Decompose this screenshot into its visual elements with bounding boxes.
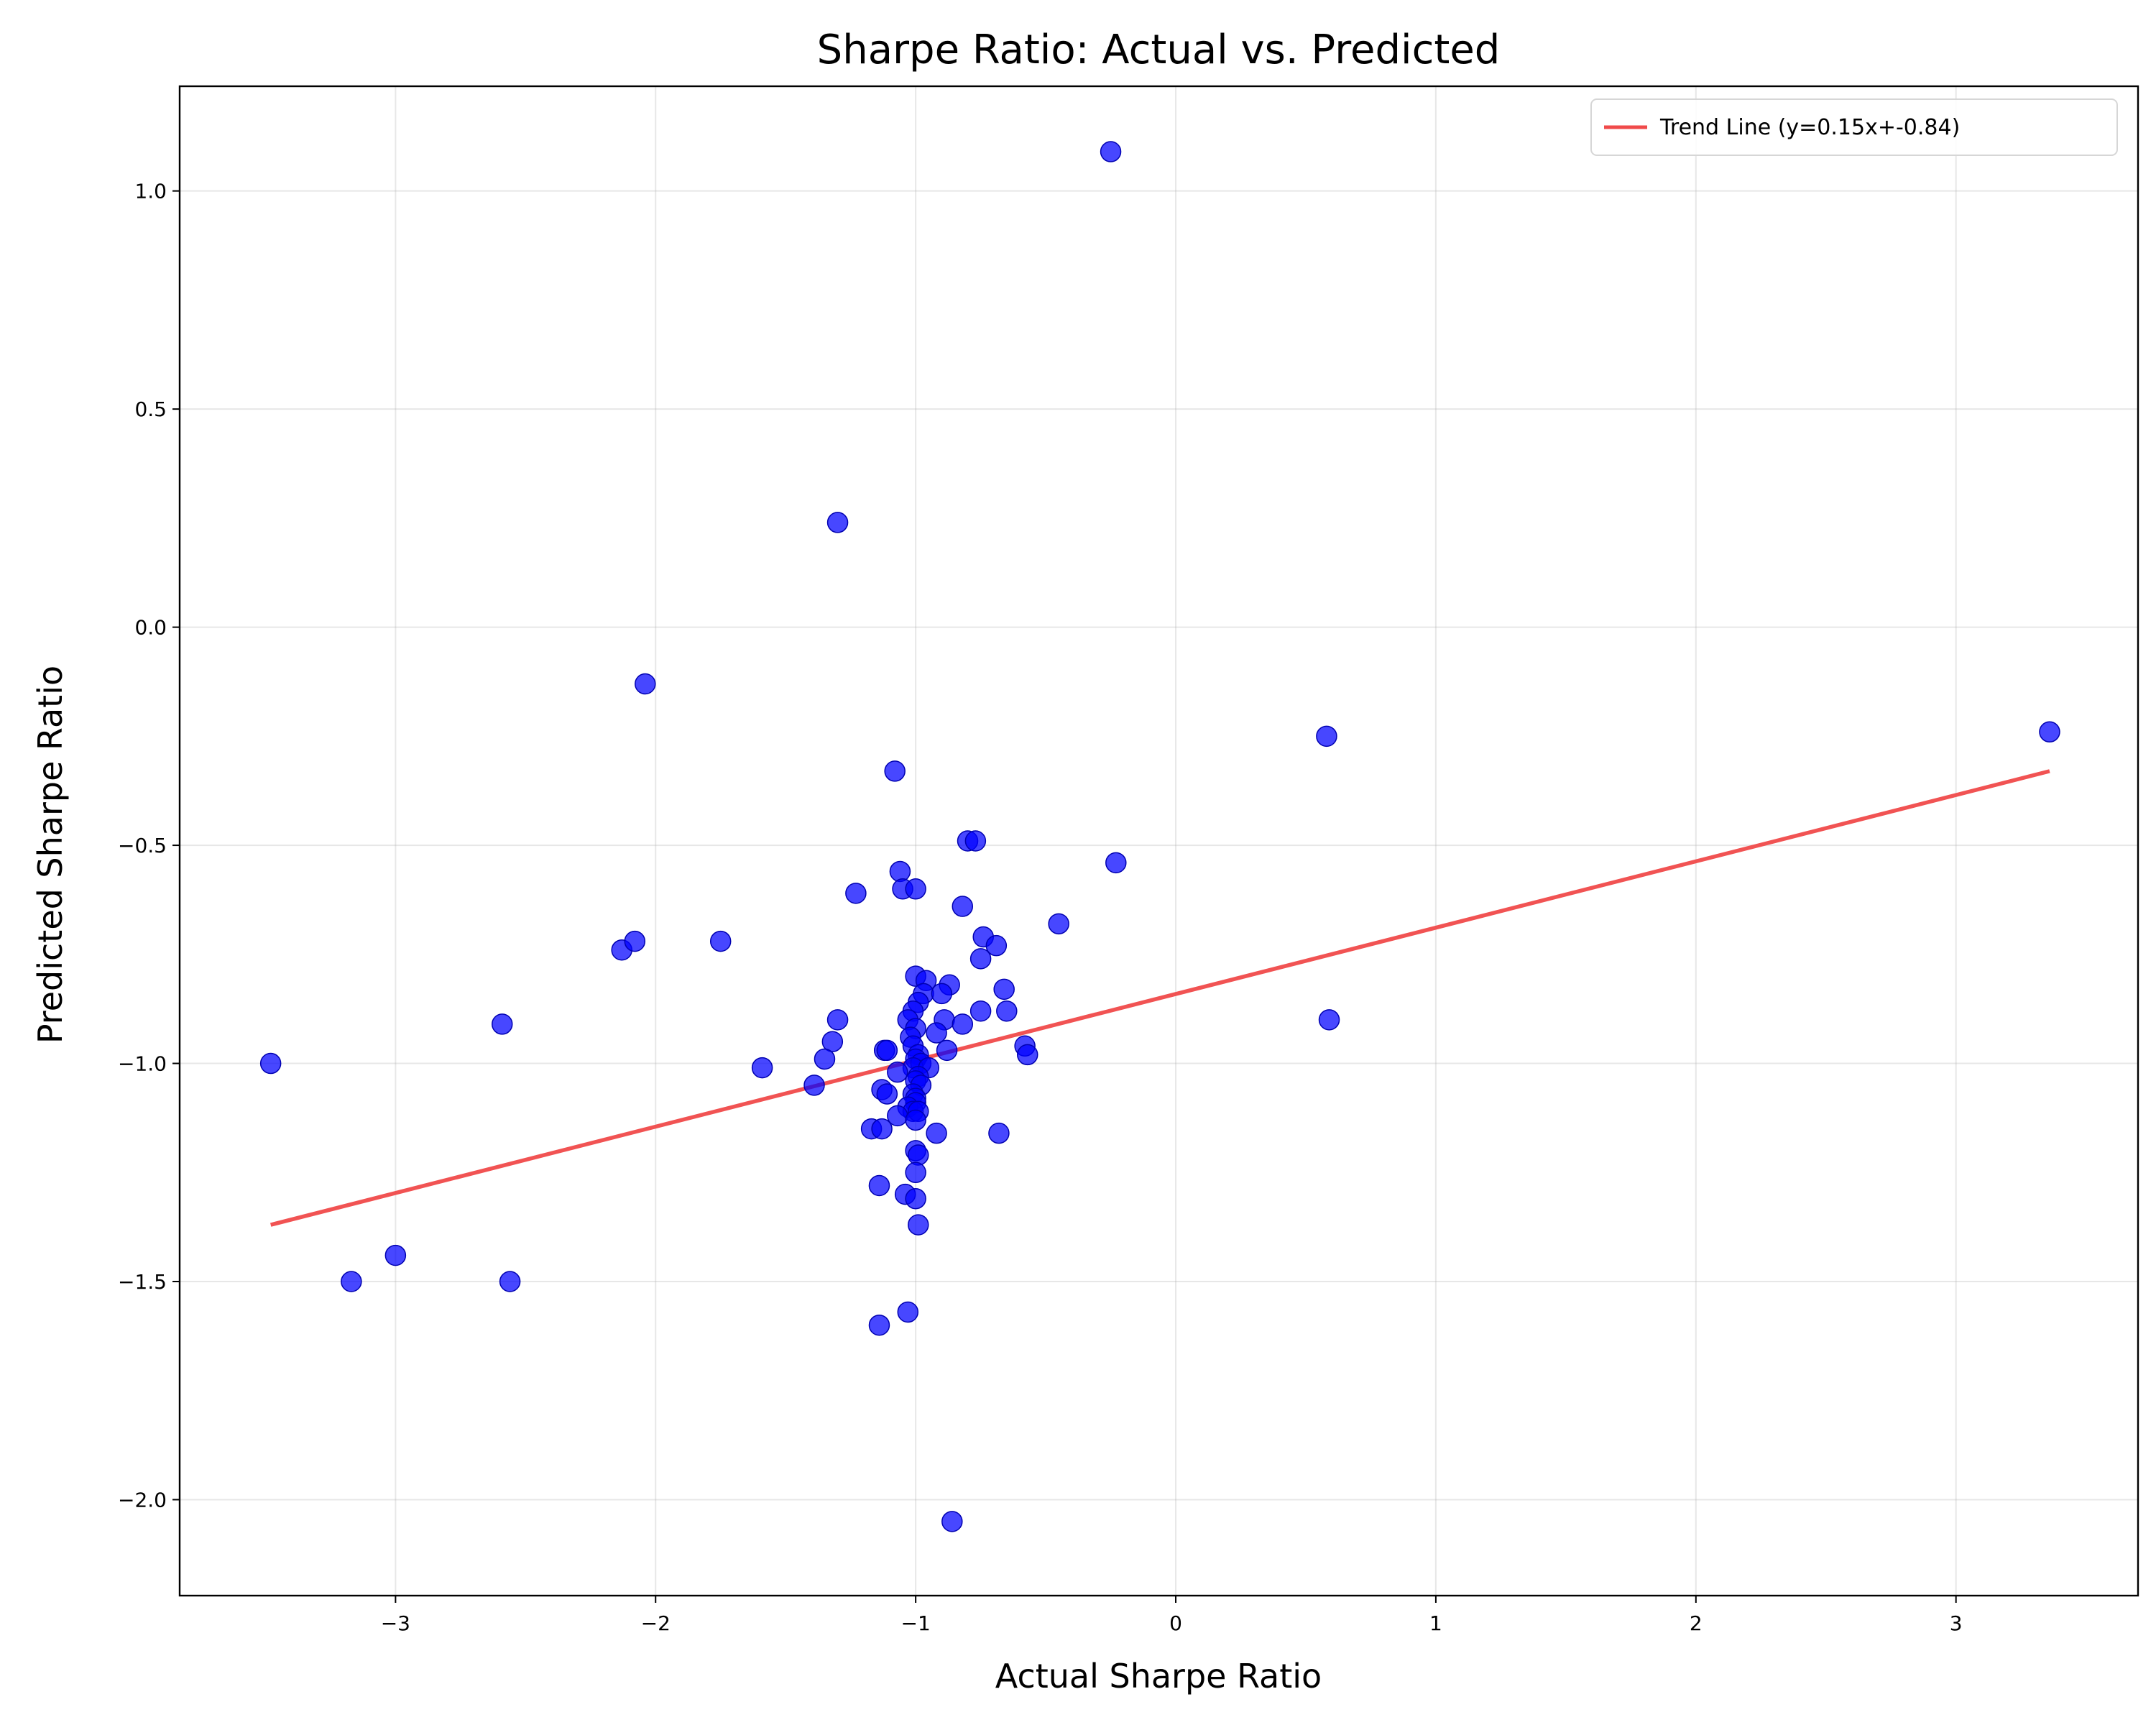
trend-line (270, 769, 2050, 1227)
y-tick-label: 1.0 (134, 180, 167, 203)
x-tick-label: 0 (1169, 1611, 1182, 1635)
data-point (905, 878, 926, 900)
y-axis-ticks: −2.0 −1.5 −1.0 −0.5 0.0 0.5 1.0 (118, 180, 180, 1512)
data-point (259, 1052, 282, 1075)
x-tick-label: 2 (1690, 1611, 1703, 1635)
data-point (897, 1301, 919, 1323)
data-point (1048, 913, 1069, 935)
x-tick-label: 3 (1950, 1611, 1963, 1635)
data-point (871, 1118, 893, 1140)
y-tick-label: 0.0 (134, 616, 167, 640)
data-point (936, 1039, 958, 1062)
legend-box (1590, 98, 2118, 156)
x-tick-label: −2 (641, 1611, 671, 1635)
y-tick-label: 0.5 (134, 397, 167, 421)
data-point (826, 1009, 849, 1031)
data-point (1100, 141, 1122, 162)
x-tick-label: −3 (381, 1611, 410, 1635)
grid-lines (180, 86, 2138, 1596)
data-point (709, 930, 732, 952)
data-point (887, 1061, 908, 1083)
data-point (988, 1122, 1010, 1144)
data-point (889, 860, 911, 883)
data-point (826, 512, 849, 533)
data-point (624, 930, 646, 952)
data-point (905, 1162, 926, 1184)
data-point (1016, 1044, 1038, 1066)
data-point (969, 948, 992, 970)
data-point (1316, 725, 1337, 748)
data-point (905, 1187, 926, 1210)
data-point (876, 1039, 898, 1062)
data-point (845, 883, 867, 904)
data-point (635, 673, 656, 695)
data-point (964, 830, 987, 852)
y-tick-label: −1.5 (118, 1270, 167, 1294)
data-point (926, 1122, 947, 1144)
data-point (908, 1144, 929, 1166)
chart-title: Sharpe Ratio: Actual vs. Predicted (817, 27, 1501, 73)
data-point (952, 1013, 974, 1035)
scatter-points (259, 141, 2060, 1532)
data-point (868, 1174, 890, 1197)
x-tick-label: −1 (900, 1611, 930, 1635)
data-point (985, 934, 1008, 957)
data-point (931, 983, 953, 1005)
y-tick-label: −0.5 (118, 834, 167, 857)
data-point (908, 1214, 929, 1236)
data-point (491, 1013, 513, 1035)
legend-trend-label: Trend Line (y=0.15x+-0.84) (1659, 115, 1960, 140)
data-point (821, 1031, 844, 1052)
data-point (341, 1271, 362, 1292)
data-point (993, 978, 1015, 1000)
data-point (2039, 721, 2060, 743)
data-point (803, 1075, 825, 1096)
data-point (969, 1000, 992, 1022)
data-point (751, 1057, 773, 1079)
y-tick-label: −2.0 (118, 1488, 167, 1512)
y-axis-label: Predicted Sharpe Ratio (31, 666, 70, 1044)
trend-line-group (270, 769, 2050, 1227)
data-point (1318, 1009, 1340, 1031)
data-point (384, 1244, 407, 1266)
data-point (499, 1271, 521, 1292)
data-point (926, 1022, 947, 1044)
data-point (952, 896, 974, 917)
data-point (876, 1083, 898, 1105)
plot-frame (178, 85, 2139, 1597)
x-tick-label: 1 (1429, 1611, 1442, 1635)
x-axis-ticks: −3 −2 −1 0 1 2 3 (381, 1596, 1963, 1635)
legend: Trend Line (y=0.15x+-0.84) (1590, 98, 2118, 156)
x-axis-label: Actual Sharpe Ratio (995, 1657, 1322, 1696)
data-point (884, 760, 906, 782)
data-point (1105, 852, 1127, 874)
y-tick-label: −1.0 (118, 1052, 167, 1076)
data-point (814, 1048, 836, 1070)
data-point (905, 1109, 926, 1131)
data-point (996, 1000, 1018, 1022)
data-point (868, 1314, 890, 1336)
data-point (941, 1511, 963, 1532)
